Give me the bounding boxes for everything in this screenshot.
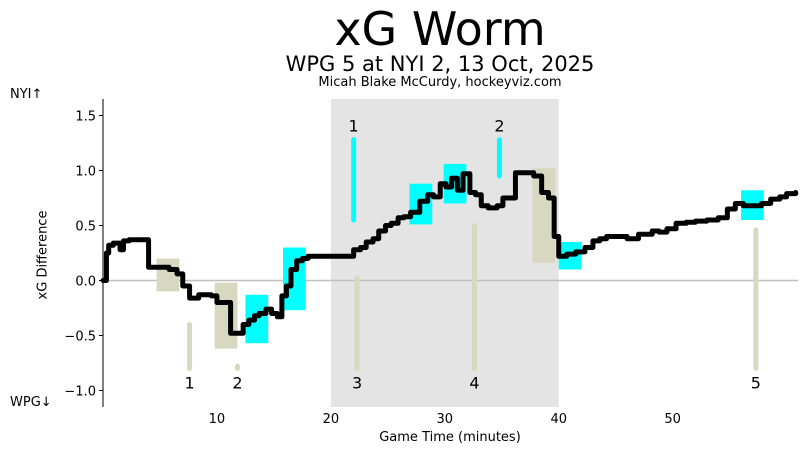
chart-title: xG Worm [334,2,546,56]
x-axis-label: Game Time (minutes) [379,430,521,445]
y-tick-label: −0.5 [64,330,96,345]
x-tick-label: 20 [323,412,340,427]
x-tick-label: 10 [209,412,226,427]
y-tick-label: 0.5 [75,220,96,235]
xg-worm-line [100,170,799,336]
chart-byline: Micah Blake McCurdy, hockeyviz.com [318,75,562,90]
team-bottom-label: WPG↓ [10,395,52,410]
period-shade [330,99,559,407]
goal-label-wpg: 1 [184,374,194,393]
goal-label-nyi: 2 [494,117,504,136]
y-tick-label: 0.0 [75,275,96,290]
y-tick-label: 1.0 [75,165,96,180]
y-tick-label: −1.0 [64,385,96,400]
y-tick-label: 1.5 [75,110,96,125]
team-top-label: NYI↑ [10,87,43,102]
goal-label-wpg: 2 [232,374,242,393]
goal-label-wpg: 4 [469,374,479,393]
goal-label-nyi: 1 [349,117,359,136]
goal-label-wpg: 3 [352,374,362,393]
x-tick-label: 30 [437,412,454,427]
x-tick-label: 40 [550,412,567,427]
goal-label-wpg: 5 [751,374,761,393]
x-tick-label: 50 [664,412,681,427]
chart-subtitle: WPG 5 at NYI 2, 13 Oct, 2025 [285,52,595,76]
powerplay-wpg [214,282,238,349]
